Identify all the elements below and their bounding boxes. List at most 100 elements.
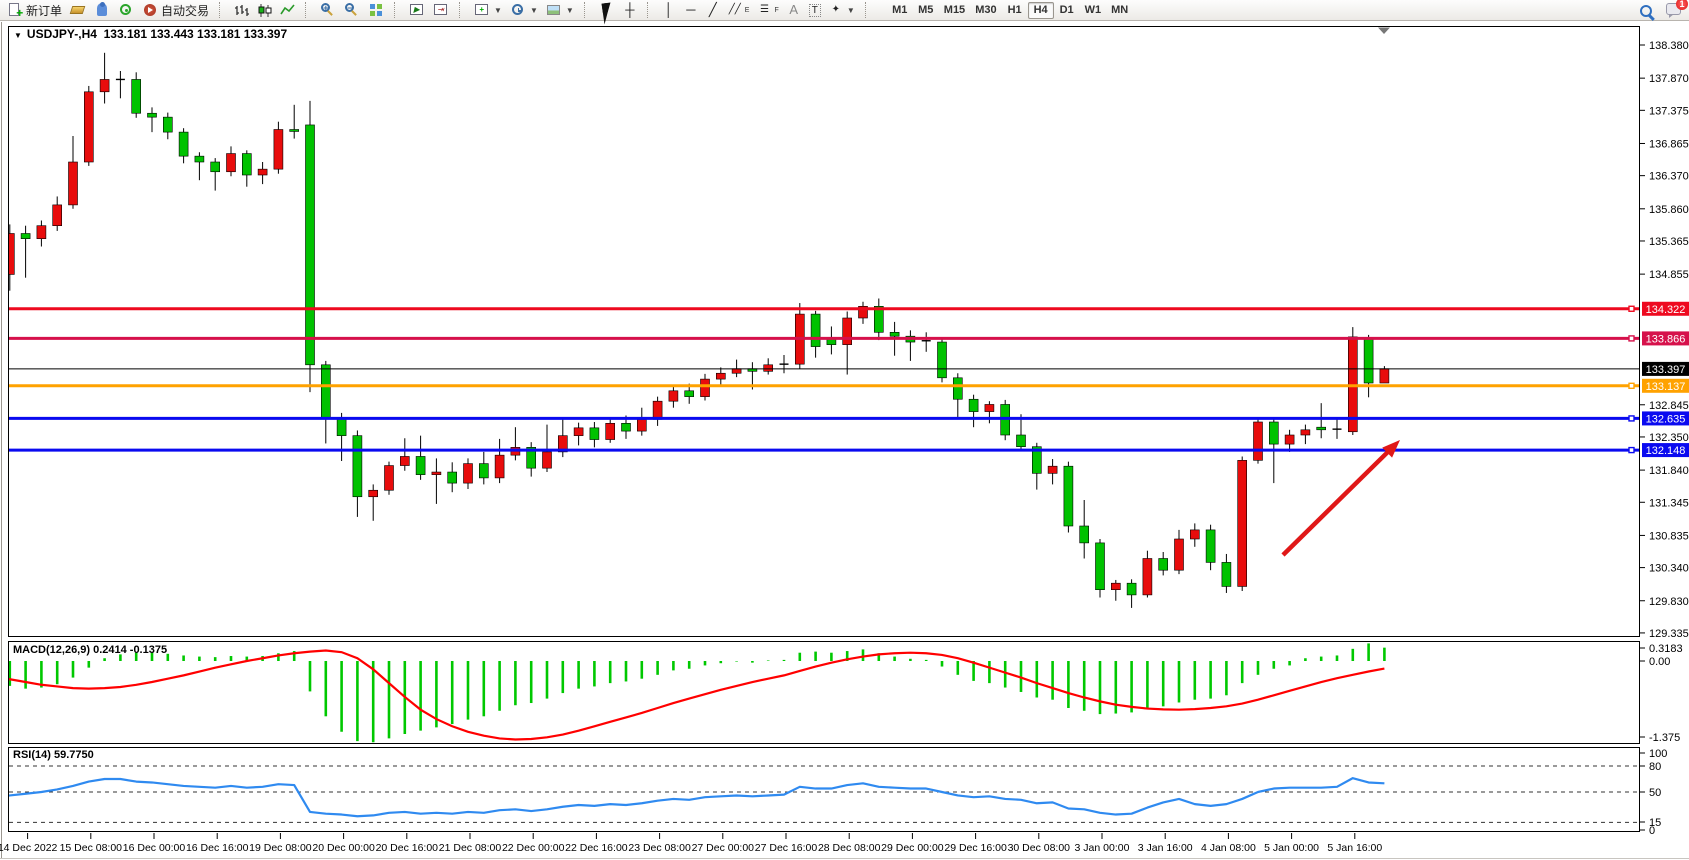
macd-panel[interactable] xyxy=(8,641,1640,744)
timeframe-group: M1 M5 M15 M30 H1 H4 D1 W1 MN xyxy=(887,1,1133,19)
bear-candle xyxy=(320,364,331,420)
add-indicator-button[interactable]: + ▼ xyxy=(470,1,506,19)
timeframe-m5[interactable]: M5 xyxy=(918,4,934,16)
trend-arrow-annotation[interactable] xyxy=(1281,440,1400,557)
bear-candle xyxy=(889,331,900,337)
timeframe-m15[interactable]: M15 xyxy=(943,4,966,16)
bull-candle xyxy=(494,454,505,479)
price-tick-label: 135.365 xyxy=(1649,236,1689,248)
periods-button[interactable]: ▼ xyxy=(506,1,542,19)
timeframe-h4[interactable]: H4 xyxy=(1027,1,1054,19)
bull-candle xyxy=(52,204,63,226)
zoom-in-icon: + xyxy=(321,3,331,13)
tile-windows-button[interactable] xyxy=(364,1,388,19)
toolbar-separator xyxy=(583,2,589,18)
zoom-in-button[interactable]: + xyxy=(316,1,340,19)
bull-candle xyxy=(605,422,616,440)
signals-button[interactable] xyxy=(114,1,138,19)
timeframe-d1[interactable]: D1 xyxy=(1059,4,1074,16)
bear-candle xyxy=(873,305,884,333)
price-label-value: 132.148 xyxy=(1646,445,1686,457)
text-label-button[interactable]: T xyxy=(805,3,825,18)
text-button[interactable]: A xyxy=(783,1,805,19)
symbol-dropdown-icon[interactable]: ▼ xyxy=(14,31,22,40)
price-label-box xyxy=(1642,411,1689,426)
vertical-line-button[interactable]: │ xyxy=(658,1,680,19)
trade-assistant-button[interactable] xyxy=(90,1,114,19)
cursor-button[interactable] xyxy=(595,1,619,25)
candle-chart-button[interactable] xyxy=(253,2,276,19)
horizontal-line-button[interactable]: ─ xyxy=(680,1,702,19)
timeframe-h1[interactable]: H1 xyxy=(1007,4,1022,16)
timeframe-mn[interactable]: MN xyxy=(1111,4,1129,16)
macd-scale-label: 0.00 xyxy=(1649,656,1670,668)
price-tick-label: 129.830 xyxy=(1649,596,1689,608)
main-price-panel[interactable] xyxy=(8,26,1640,637)
bear-candle xyxy=(147,112,157,118)
arrows-button[interactable]: ✦ ▼ xyxy=(825,1,859,19)
line-handle[interactable] xyxy=(1628,415,1635,422)
line-chart-button[interactable] xyxy=(276,2,299,19)
bear-candle xyxy=(415,456,426,475)
chart-shift-button[interactable]: ⇥ xyxy=(429,1,453,19)
timeframe-m30[interactable]: M30 xyxy=(975,4,997,16)
bull-candle xyxy=(84,91,94,163)
arrows-icon: ✦ xyxy=(831,4,841,15)
price-scale[interactable]: 138.380 137.870 137.375 136.865 136.370 135.8… xyxy=(1640,40,1689,837)
time-tick-label: 27 Dec 16:00 xyxy=(755,842,818,854)
line-handle[interactable] xyxy=(1628,382,1635,389)
crosshair-icon: ┼ xyxy=(625,2,635,17)
rsi-indicator-label: RSI(14) 59.7750 xyxy=(13,749,94,761)
rsi-layer xyxy=(9,765,1639,823)
bull-candle xyxy=(226,153,236,173)
bull-candle xyxy=(273,129,284,170)
bull-candle xyxy=(463,463,473,484)
chat-button[interactable]: 1 xyxy=(1666,0,1688,18)
bar-chart-icon xyxy=(235,4,250,16)
line-handle[interactable] xyxy=(1628,305,1635,312)
channel-icon: ╱╱ xyxy=(728,4,741,15)
market-depth-button[interactable] xyxy=(66,1,90,19)
bull-candle xyxy=(636,419,647,432)
time-scale[interactable]: 14 Dec 2022 15 Dec 08:00 16 Dec 00:00 16 De… xyxy=(0,833,1382,854)
timeframe-m1[interactable]: M1 xyxy=(892,4,908,16)
bear-candle xyxy=(1063,465,1074,527)
rsi-scale-label: 80 xyxy=(1649,761,1661,773)
bear-candle xyxy=(1016,434,1026,447)
bar-chart-button[interactable] xyxy=(230,2,253,19)
search-icon[interactable] xyxy=(1640,4,1652,17)
line-handle[interactable] xyxy=(1628,335,1635,342)
zoom-out-button[interactable]: − xyxy=(340,1,364,19)
new-order-icon xyxy=(7,2,23,20)
bull-candle xyxy=(431,471,442,475)
trendline-button[interactable]: ╱ xyxy=(702,1,724,19)
line-handle[interactable] xyxy=(1628,446,1635,454)
price-label-box xyxy=(1642,301,1689,316)
time-tick-label: 5 Jan 16:00 xyxy=(1327,842,1382,854)
new-order-button[interactable]: 新订单 xyxy=(3,1,66,20)
auto-scroll-button[interactable]: ▶ xyxy=(405,1,429,19)
chevron-down-icon: ▼ xyxy=(494,5,502,15)
bear-candle xyxy=(937,341,947,379)
rsi-scale-label: 100 xyxy=(1649,748,1667,760)
fibonacci-button[interactable]: ☰ F xyxy=(753,1,782,19)
templates-button[interactable]: ▼ xyxy=(542,1,578,19)
bull-candle xyxy=(1142,558,1153,596)
horizontal-line-icon: ─ xyxy=(686,2,696,17)
chart-title: ▼ USDJPY-,H4 133.181 133.443 133.181 133.… xyxy=(14,27,287,41)
channel-button[interactable]: ╱╱ E xyxy=(724,1,754,19)
time-tick-label: 21 Dec 08:00 xyxy=(439,842,502,854)
price-tick-label: 131.345 xyxy=(1649,497,1689,509)
market-depth-icon xyxy=(69,2,86,18)
autotrade-button[interactable]: 自动交易 xyxy=(138,1,213,20)
bull-candle xyxy=(68,161,78,206)
bear-candle xyxy=(20,233,31,239)
crosshair-button[interactable]: ┼ xyxy=(619,1,641,19)
chart-shift-marker xyxy=(1378,27,1390,34)
time-tick-label: 5 Jan 00:00 xyxy=(1264,842,1319,854)
symbol-period: USDJPY-,H4 xyxy=(26,27,97,41)
chart-shift-icon: ⇥ xyxy=(433,2,449,18)
bull-candle xyxy=(257,168,268,176)
timeframe-w1[interactable]: W1 xyxy=(1084,4,1102,16)
